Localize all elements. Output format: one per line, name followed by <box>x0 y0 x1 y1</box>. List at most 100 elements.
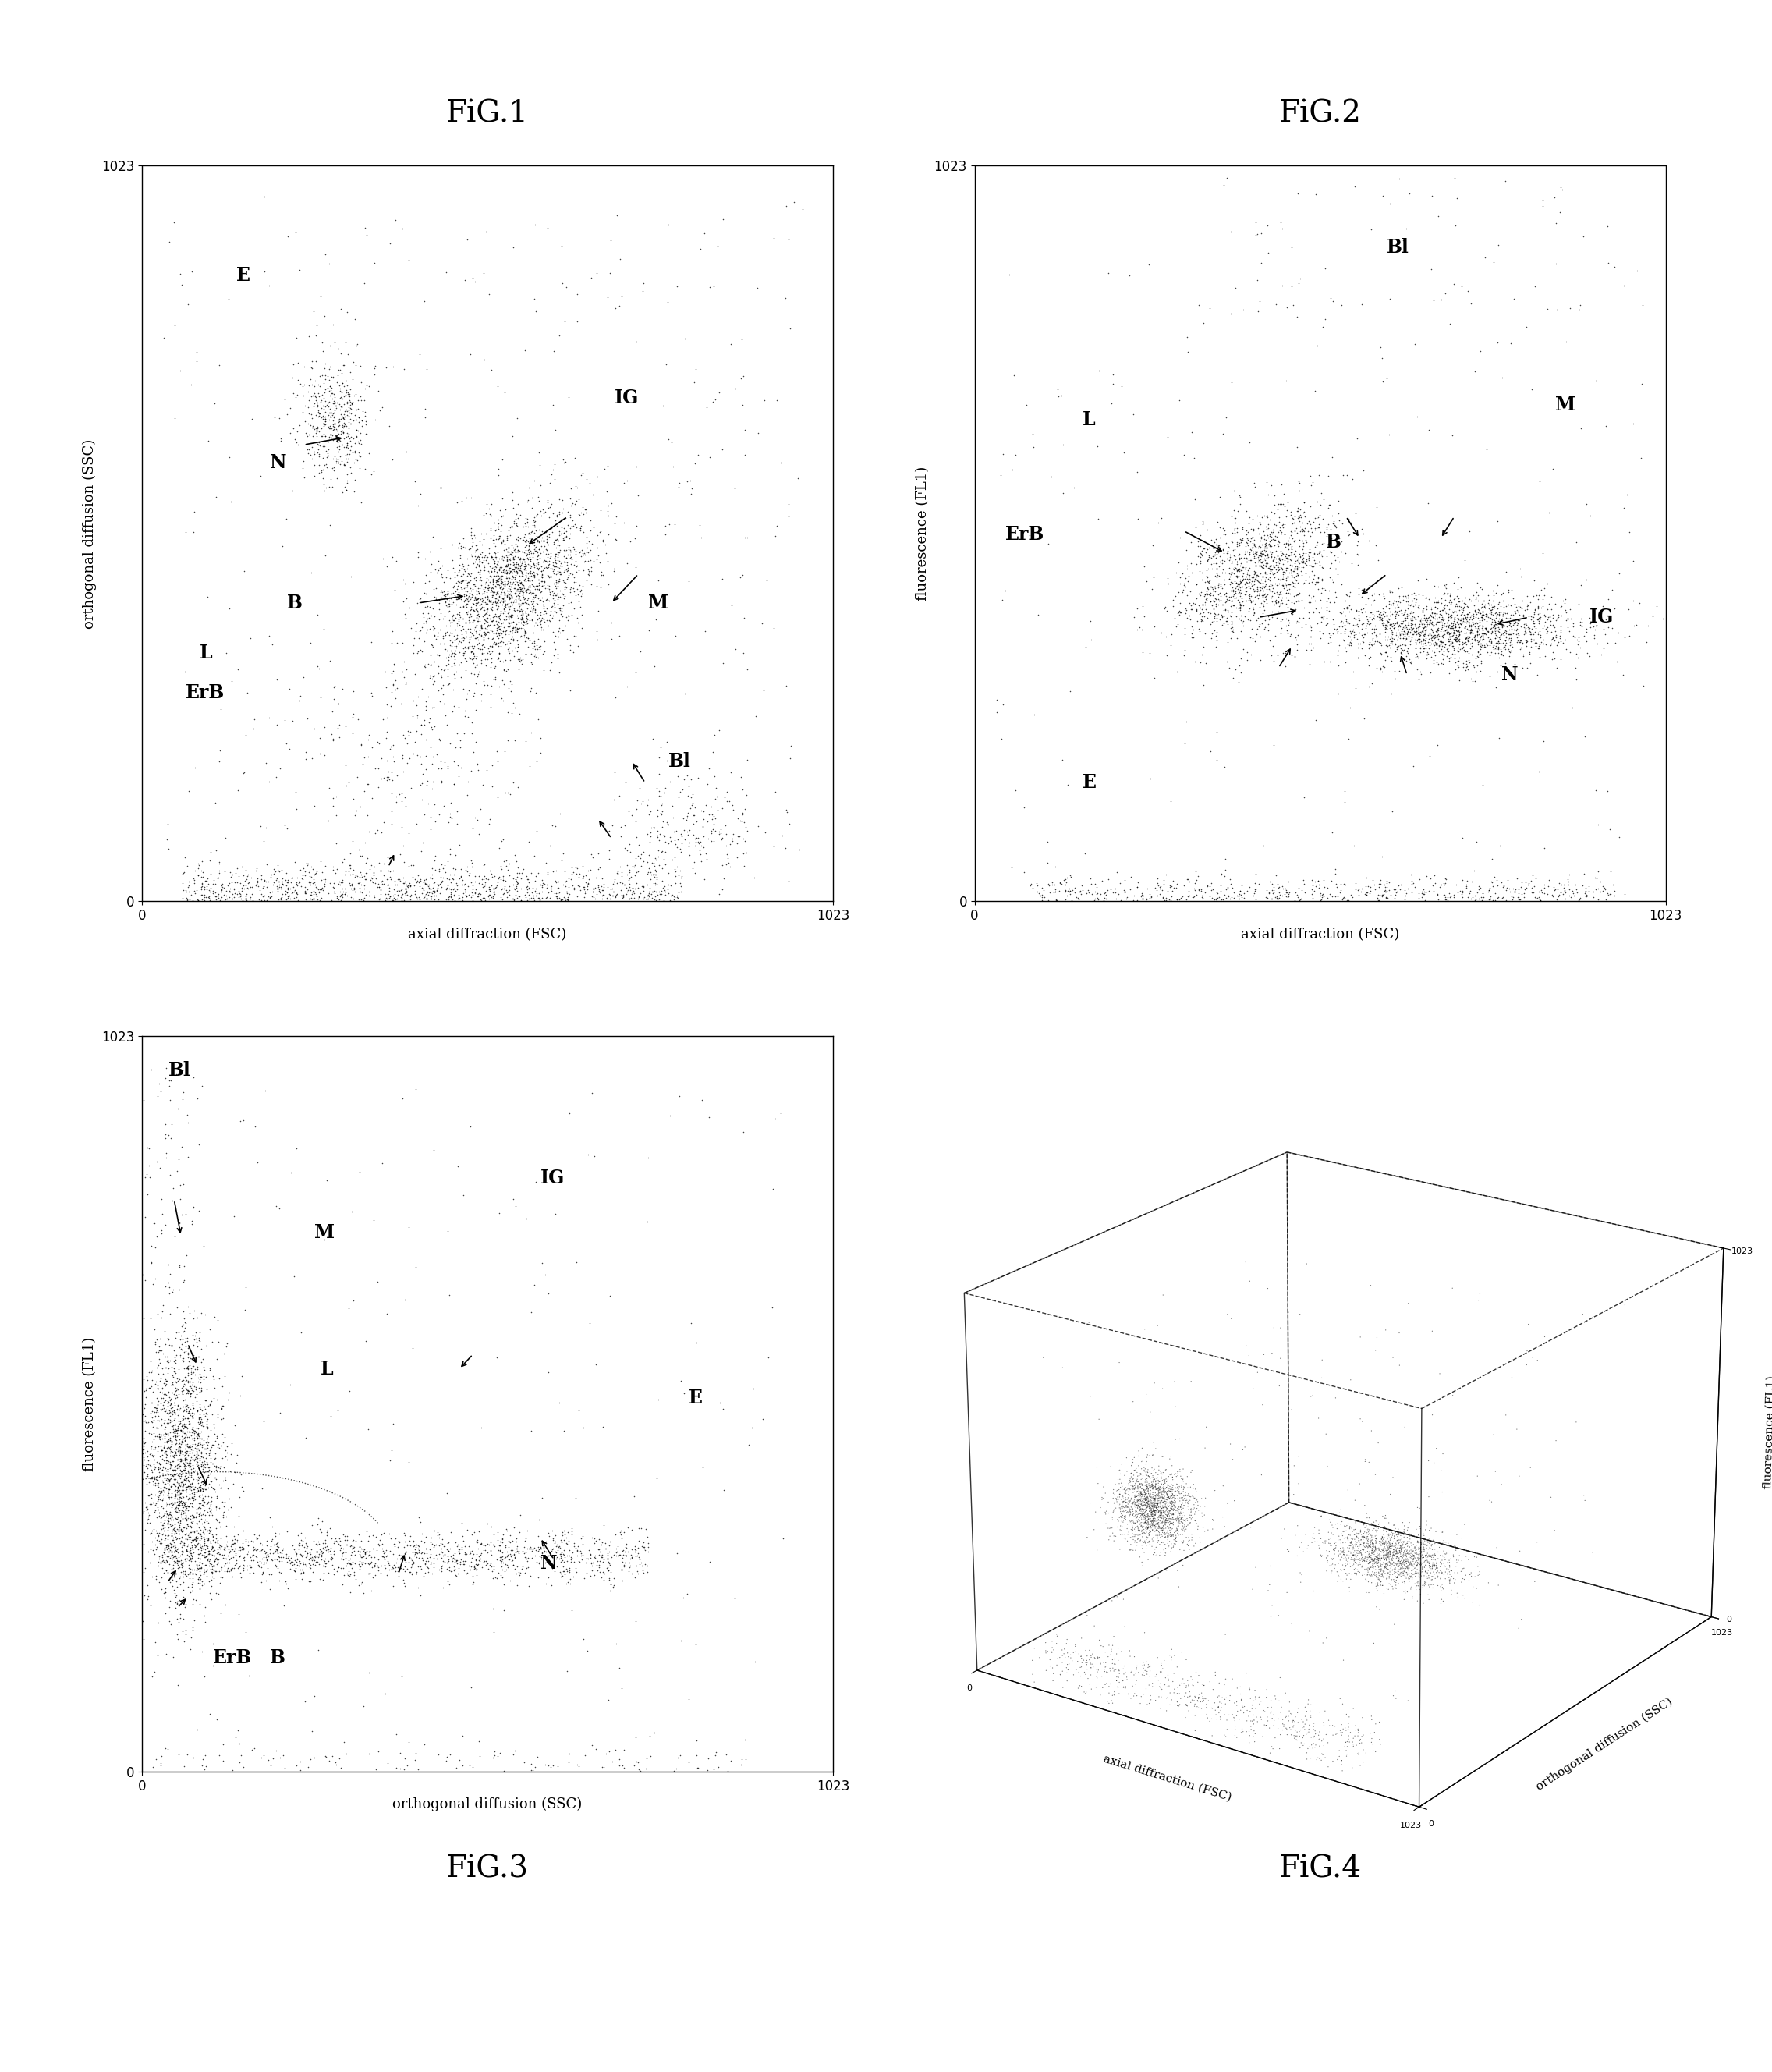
Point <box>395 870 424 903</box>
Point <box>349 868 377 901</box>
Point <box>179 1411 207 1444</box>
Point <box>1395 588 1423 622</box>
Point <box>186 1405 214 1438</box>
Point <box>156 1463 184 1496</box>
Point <box>464 582 493 615</box>
Point <box>1162 655 1191 688</box>
Point <box>165 1525 193 1558</box>
Point <box>307 383 335 416</box>
Point <box>1246 570 1274 603</box>
Point <box>416 555 445 588</box>
Point <box>390 597 418 630</box>
Point <box>629 1517 657 1550</box>
Point <box>1380 605 1409 638</box>
Point <box>420 690 448 723</box>
Point <box>1246 545 1274 578</box>
Point <box>526 1533 555 1566</box>
Point <box>418 876 447 910</box>
Point <box>1251 568 1279 601</box>
Point <box>491 615 519 649</box>
Point <box>241 1539 269 1573</box>
Point <box>282 425 310 458</box>
Point <box>1246 530 1274 564</box>
Point <box>542 1542 571 1575</box>
Point <box>514 570 542 603</box>
Point <box>482 617 510 651</box>
Point <box>266 870 294 903</box>
Point <box>487 576 516 609</box>
Point <box>129 1434 158 1467</box>
Point <box>448 609 477 642</box>
Point <box>188 1461 216 1494</box>
Point <box>565 535 594 568</box>
Point <box>344 1548 372 1581</box>
Point <box>1255 601 1283 634</box>
Point <box>493 522 521 555</box>
Point <box>475 601 503 634</box>
Point <box>1024 599 1053 632</box>
Point <box>1444 603 1473 636</box>
Point <box>377 615 406 649</box>
Point <box>1441 603 1469 636</box>
Point <box>1485 586 1513 620</box>
Point <box>1375 607 1403 640</box>
Point <box>452 868 480 901</box>
Point <box>641 856 670 889</box>
Point <box>418 765 447 798</box>
Point <box>1221 551 1249 584</box>
Point <box>501 533 530 566</box>
Point <box>656 1098 684 1131</box>
Point <box>140 1467 168 1500</box>
Point <box>661 829 689 862</box>
Point <box>1178 617 1207 651</box>
Point <box>149 1382 177 1415</box>
Point <box>1217 599 1246 632</box>
Point <box>250 1738 278 1772</box>
Point <box>1221 533 1249 566</box>
Point <box>1207 603 1235 636</box>
Point <box>323 390 351 423</box>
Point <box>159 1525 188 1558</box>
Point <box>1529 582 1558 615</box>
Point <box>351 879 379 912</box>
Point <box>727 562 755 595</box>
Point <box>1494 864 1522 897</box>
Point <box>1379 609 1407 642</box>
Point <box>1232 526 1260 559</box>
Point <box>1164 597 1193 630</box>
Point <box>213 1539 241 1573</box>
Point <box>1393 632 1421 665</box>
Point <box>1455 514 1483 547</box>
Point <box>494 615 523 649</box>
Point <box>530 516 558 549</box>
Point <box>1373 599 1402 632</box>
Point <box>1051 864 1079 897</box>
Point <box>439 767 468 800</box>
Point <box>489 533 517 566</box>
Point <box>149 1452 177 1486</box>
Point <box>1584 872 1613 905</box>
Point <box>594 1546 622 1579</box>
Point <box>466 609 494 642</box>
Point <box>610 881 638 914</box>
Point <box>470 870 498 903</box>
Point <box>567 510 595 543</box>
Point <box>129 1448 158 1481</box>
Point <box>700 794 728 827</box>
Point <box>1485 595 1513 628</box>
Point <box>493 568 521 601</box>
Point <box>191 881 220 914</box>
Point <box>1263 568 1292 601</box>
Point <box>204 1430 232 1463</box>
Point <box>337 868 365 901</box>
Point <box>179 1061 207 1094</box>
Point <box>461 802 489 835</box>
Point <box>195 1498 223 1531</box>
Point <box>1414 487 1442 520</box>
Point <box>307 280 335 313</box>
Point <box>156 1496 184 1529</box>
Point <box>248 1558 276 1591</box>
Point <box>149 1386 177 1419</box>
Point <box>1496 605 1524 638</box>
Point <box>1325 628 1354 661</box>
